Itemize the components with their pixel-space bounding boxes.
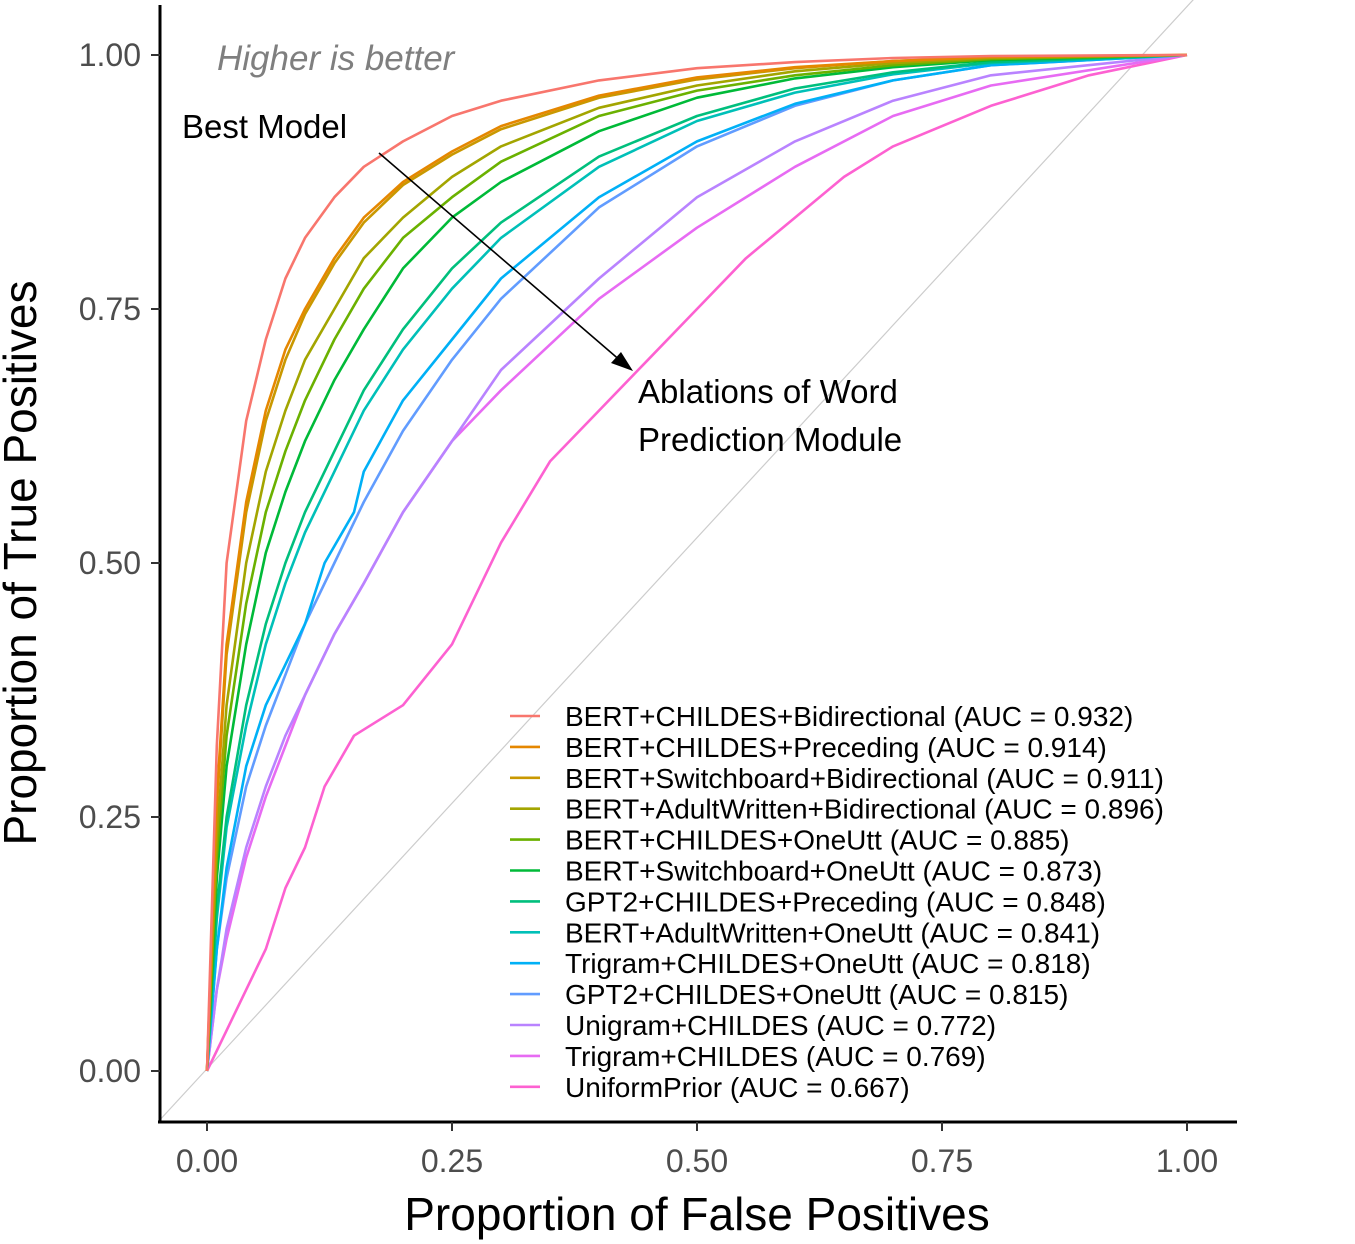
legend-label: Trigram+CHILDES (AUC = 0.769) bbox=[565, 1041, 986, 1072]
y-axis-title: Proportion of True Positives bbox=[0, 280, 46, 845]
legend-item: GPT2+CHILDES+OneUtt (AUC = 0.815) bbox=[510, 979, 1068, 1010]
legend-item: GPT2+CHILDES+Preceding (AUC = 0.848) bbox=[510, 886, 1106, 917]
ablations-annotation-line1: Ablations of Word bbox=[638, 373, 898, 410]
y-tick-label: 1.00 bbox=[79, 37, 141, 73]
diagonal-reference-line bbox=[160, 0, 1194, 1120]
series-line bbox=[205, 53, 1188, 1072]
legend-label: Unigram+CHILDES (AUC = 0.772) bbox=[565, 1010, 996, 1041]
x-ticks: 0.00 0.25 0.50 0.75 1.00 bbox=[176, 1122, 1218, 1179]
best-model-annotation: Best Model bbox=[182, 108, 347, 145]
series-line bbox=[205, 53, 1188, 1072]
series-line bbox=[205, 53, 1188, 1072]
legend-label: BERT+CHILDES+Bidirectional (AUC = 0.932) bbox=[565, 701, 1133, 732]
series-line bbox=[205, 53, 1188, 1072]
series-line bbox=[205, 53, 1188, 1072]
x-tick-label: 1.00 bbox=[1156, 1143, 1218, 1179]
legend-item: UniformPrior (AUC = 0.667) bbox=[510, 1072, 910, 1103]
legend: BERT+CHILDES+Bidirectional (AUC = 0.932)… bbox=[510, 701, 1164, 1103]
legend-label: GPT2+CHILDES+OneUtt (AUC = 0.815) bbox=[565, 979, 1068, 1010]
legend-label: BERT+AdultWritten+OneUtt (AUC = 0.841) bbox=[565, 917, 1100, 948]
x-tick-label: 0.75 bbox=[911, 1143, 973, 1179]
axes: 0.00 0.25 0.50 0.75 1.00 0.00 0.25 0.50 0.75 1.0… bbox=[79, 5, 1237, 1179]
legend-item: BERT+CHILDES+OneUtt (AUC = 0.885) bbox=[510, 825, 1069, 856]
plot-area bbox=[160, 0, 1194, 1120]
legend-label: BERT+Switchboard+Bidirectional (AUC = 0.… bbox=[565, 763, 1164, 794]
legend-item: Trigram+CHILDES (AUC = 0.769) bbox=[510, 1041, 986, 1072]
legend-label: UniformPrior (AUC = 0.667) bbox=[565, 1072, 910, 1103]
legend-label: BERT+AdultWritten+Bidirectional (AUC = 0… bbox=[565, 794, 1164, 825]
series-line bbox=[205, 53, 1188, 1072]
legend-label: BERT+CHILDES+OneUtt (AUC = 0.885) bbox=[565, 825, 1069, 856]
legend-item: BERT+Switchboard+OneUtt (AUC = 0.873) bbox=[510, 856, 1102, 887]
legend-item: BERT+AdultWritten+Bidirectional (AUC = 0… bbox=[510, 794, 1164, 825]
y-tick-label: 0.50 bbox=[79, 545, 141, 581]
legend-item: Unigram+CHILDES (AUC = 0.772) bbox=[510, 1010, 996, 1041]
legend-item: BERT+CHILDES+Preceding (AUC = 0.914) bbox=[510, 732, 1107, 763]
series-line bbox=[205, 53, 1188, 1072]
annotation-arrow bbox=[378, 152, 633, 371]
series-line bbox=[205, 53, 1188, 1072]
y-ticks: 0.00 0.25 0.50 0.75 1.00 bbox=[79, 37, 160, 1089]
series-line bbox=[205, 53, 1188, 1072]
higher-is-better-annotation: Higher is better bbox=[217, 39, 456, 78]
legend-item: Trigram+CHILDES+OneUtt (AUC = 0.818) bbox=[510, 948, 1091, 979]
legend-label: BERT+Switchboard+OneUtt (AUC = 0.873) bbox=[565, 856, 1102, 887]
series-line bbox=[205, 53, 1188, 1072]
legend-item: BERT+AdultWritten+OneUtt (AUC = 0.841) bbox=[510, 917, 1100, 948]
x-tick-label: 0.25 bbox=[421, 1143, 483, 1179]
y-tick-label: 0.00 bbox=[79, 1053, 141, 1089]
y-tick-label: 0.75 bbox=[79, 291, 141, 327]
y-tick-label: 0.25 bbox=[79, 799, 141, 835]
legend-label: Trigram+CHILDES+OneUtt (AUC = 0.818) bbox=[565, 948, 1091, 979]
legend-label: GPT2+CHILDES+Preceding (AUC = 0.848) bbox=[565, 886, 1106, 917]
ablations-annotation-line2: Prediction Module bbox=[638, 421, 902, 458]
legend-label: BERT+CHILDES+Preceding (AUC = 0.914) bbox=[565, 732, 1107, 763]
legend-item: BERT+Switchboard+Bidirectional (AUC = 0.… bbox=[510, 763, 1164, 794]
x-tick-label: 0.00 bbox=[176, 1143, 238, 1179]
series-group bbox=[205, 53, 1188, 1072]
x-tick-label: 0.50 bbox=[666, 1143, 728, 1179]
legend-item: BERT+CHILDES+Bidirectional (AUC = 0.932) bbox=[510, 701, 1133, 732]
series-line bbox=[205, 53, 1188, 1072]
x-axis-title: Proportion of False Positives bbox=[404, 1188, 990, 1240]
